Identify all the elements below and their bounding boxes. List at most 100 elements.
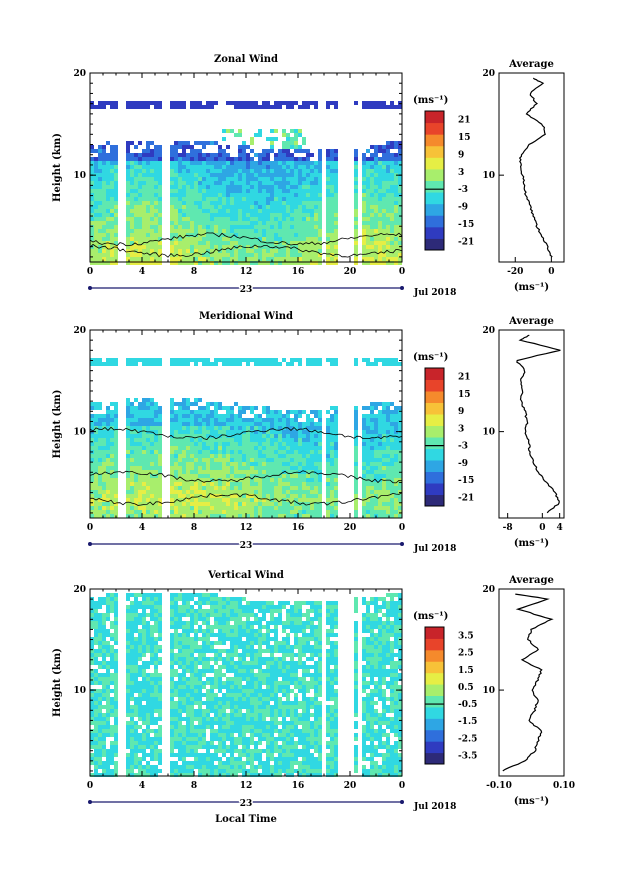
heatmap-cell bbox=[158, 506, 162, 510]
heatmap-cell bbox=[222, 466, 226, 470]
heatmap-cell bbox=[398, 514, 402, 518]
heatmap-cell bbox=[134, 185, 138, 189]
heatmap-cell bbox=[130, 358, 134, 362]
heatmap-cell bbox=[330, 213, 334, 217]
heatmap-cell bbox=[374, 225, 378, 229]
heatmap-cell bbox=[94, 249, 98, 253]
heatmap-cell bbox=[298, 410, 302, 414]
heatmap-cell bbox=[370, 241, 374, 245]
heatmap-cell bbox=[298, 193, 302, 197]
heatmap-cell bbox=[130, 506, 134, 510]
heatmap-cell bbox=[90, 189, 94, 193]
heatmap-cell bbox=[202, 229, 206, 233]
heatmap-cell bbox=[386, 173, 390, 177]
heatmap-cell bbox=[218, 261, 222, 265]
heatmap-cell bbox=[382, 486, 386, 490]
heatmap-cell bbox=[246, 474, 250, 478]
heatmap-cell bbox=[210, 101, 214, 105]
heatmap-cell bbox=[366, 241, 370, 245]
heatmap-cell bbox=[174, 217, 178, 221]
heatmap-cell bbox=[390, 426, 394, 430]
heatmap-cell bbox=[310, 233, 314, 237]
heatmap-cell bbox=[174, 185, 178, 189]
heatmap-cell bbox=[222, 438, 226, 442]
heatmap-cell bbox=[130, 402, 134, 406]
heatmap-cell bbox=[374, 446, 378, 450]
heatmap-cell bbox=[114, 165, 118, 169]
heatmap-cell bbox=[174, 225, 178, 229]
heatmap-cell bbox=[114, 241, 118, 245]
heatmap-cell bbox=[110, 181, 114, 185]
heatmap-cell bbox=[154, 169, 158, 173]
heatmap-cell bbox=[170, 257, 174, 261]
heatmap-cell bbox=[274, 249, 278, 253]
heatmap-cell bbox=[374, 470, 378, 474]
heatmap-cell bbox=[246, 442, 250, 446]
heatmap-cell bbox=[218, 506, 222, 510]
heatmap-cell bbox=[286, 430, 290, 434]
heatmap-cell bbox=[210, 498, 214, 502]
heatmap-cell bbox=[190, 470, 194, 474]
heatmap-cell bbox=[390, 185, 394, 189]
heatmap-cell bbox=[274, 434, 278, 438]
heatmap-cell bbox=[222, 137, 226, 141]
heatmap-cell bbox=[98, 458, 102, 462]
heatmap-cell bbox=[150, 197, 154, 201]
heatmap-cell bbox=[174, 157, 178, 161]
heatmap-cell bbox=[110, 597, 114, 601]
heatmap-cell bbox=[142, 233, 146, 237]
heatmap-cell bbox=[210, 209, 214, 213]
heatmap-cell bbox=[234, 502, 238, 506]
heatmap-cell bbox=[114, 221, 118, 225]
heatmap-cell bbox=[254, 233, 258, 237]
colorbar-swatch bbox=[425, 379, 444, 392]
heatmap-cell bbox=[186, 410, 190, 414]
heatmap-cell bbox=[134, 245, 138, 249]
heatmap-cell bbox=[226, 474, 230, 478]
heatmap-cell bbox=[334, 221, 338, 225]
heatmap-cell bbox=[378, 149, 382, 153]
heatmap-cell bbox=[258, 237, 262, 241]
heatmap-cell bbox=[390, 450, 394, 454]
heatmap-cell bbox=[130, 482, 134, 486]
heatmap-cell bbox=[138, 629, 142, 633]
heatmap-cell bbox=[106, 201, 110, 205]
heatmap-cell bbox=[250, 514, 254, 518]
heatmap-cell bbox=[110, 482, 114, 486]
heatmap-cell bbox=[258, 217, 262, 221]
heatmap-cell bbox=[250, 209, 254, 213]
heatmap-cell bbox=[202, 153, 206, 157]
heatmap-cell bbox=[314, 482, 318, 486]
heatmap-cell bbox=[222, 193, 226, 197]
heatmap-cell bbox=[126, 609, 130, 613]
heatmap-cell bbox=[238, 613, 242, 617]
heatmap-cell bbox=[278, 458, 282, 462]
heatmap-cell bbox=[154, 237, 158, 241]
heatmap-cell bbox=[278, 229, 282, 233]
heatmap-cell bbox=[134, 225, 138, 229]
heatmap-cell bbox=[254, 185, 258, 189]
heatmap-cell bbox=[394, 406, 398, 410]
heatmap-cell bbox=[150, 446, 154, 450]
heatmap-cell bbox=[98, 506, 102, 510]
heatmap-cell bbox=[238, 597, 242, 601]
heatmap-cell bbox=[174, 442, 178, 446]
heatmap-cell bbox=[266, 422, 270, 426]
heatmap-cell bbox=[170, 482, 174, 486]
heatmap-cell bbox=[334, 446, 338, 450]
heatmap-cell bbox=[362, 249, 366, 253]
heatmap-cell bbox=[242, 229, 246, 233]
heatmap-cell bbox=[110, 418, 114, 422]
heatmap-cell bbox=[106, 173, 110, 177]
profile-line bbox=[518, 77, 553, 258]
heatmap-cell bbox=[198, 209, 202, 213]
heatmap-cell bbox=[354, 430, 358, 434]
heatmap-cell bbox=[374, 217, 378, 221]
heatmap-cell bbox=[286, 494, 290, 498]
heatmap-cell bbox=[202, 185, 206, 189]
heatmap-cell bbox=[190, 181, 194, 185]
heatmap-cell bbox=[146, 261, 150, 265]
heatmap-cell bbox=[142, 418, 146, 422]
heatmap-cell bbox=[286, 237, 290, 241]
heatmap-cell bbox=[286, 217, 290, 221]
